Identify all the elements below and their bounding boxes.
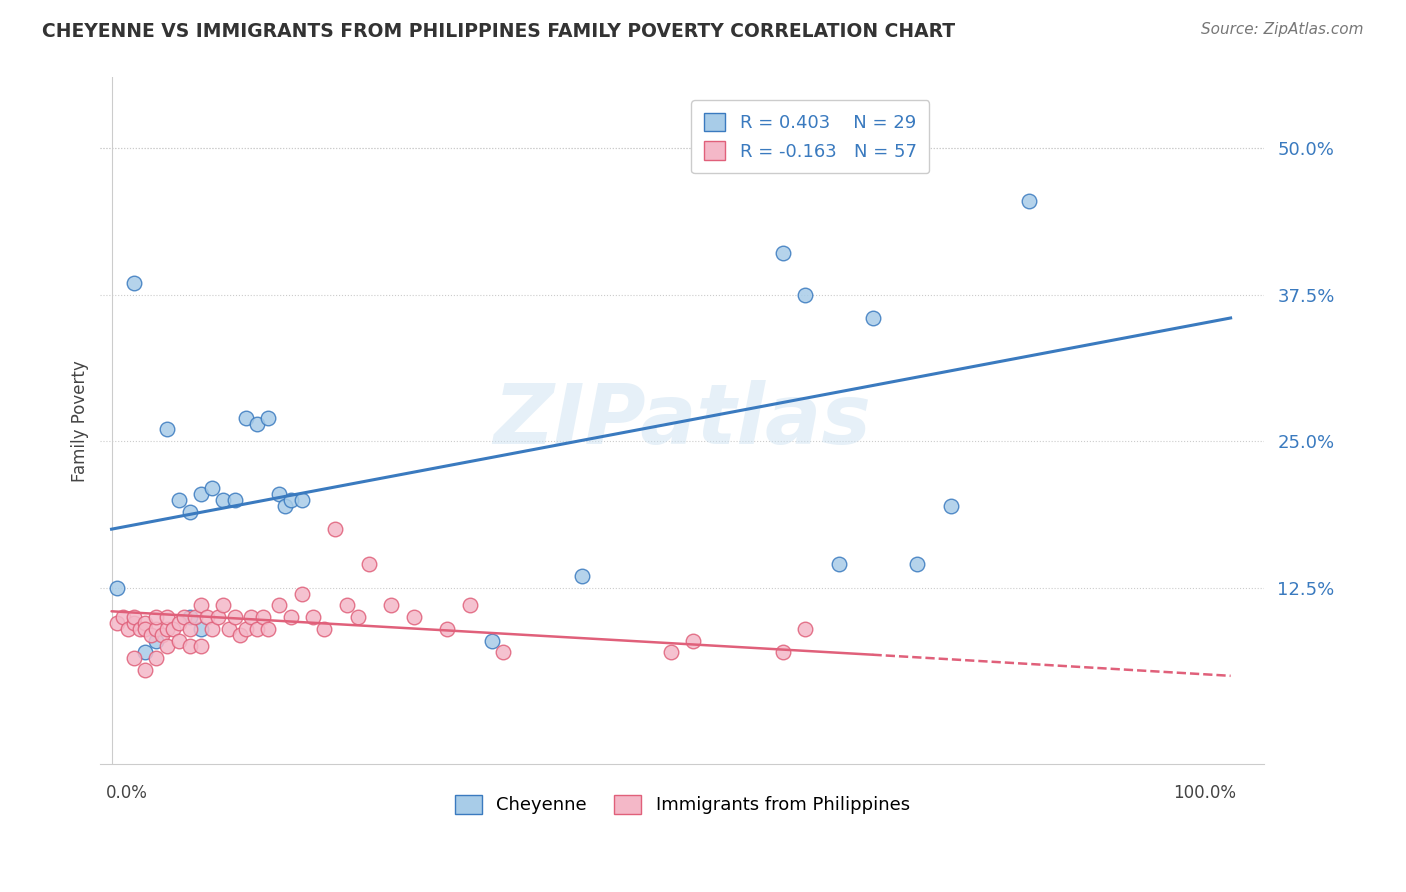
Point	[862, 310, 884, 325]
Point	[291, 492, 314, 507]
Point	[772, 645, 794, 659]
Point	[195, 610, 218, 624]
Point	[201, 622, 224, 636]
Point	[105, 615, 128, 630]
Text: Source: ZipAtlas.com: Source: ZipAtlas.com	[1201, 22, 1364, 37]
Point	[939, 499, 962, 513]
Point	[314, 622, 336, 636]
Point	[122, 615, 145, 630]
Point	[184, 610, 207, 624]
Point	[302, 610, 325, 624]
Point	[162, 622, 184, 636]
Point	[246, 417, 269, 431]
Point	[179, 505, 201, 519]
Point	[134, 663, 156, 677]
Legend: Cheyenne, Immigrants from Philippines: Cheyenne, Immigrants from Philippines	[446, 786, 918, 823]
Point	[291, 587, 314, 601]
Point	[218, 622, 240, 636]
Point	[346, 610, 368, 624]
Point	[190, 622, 212, 636]
Point	[128, 622, 150, 636]
Point	[179, 640, 201, 654]
Point	[156, 640, 179, 654]
Point	[156, 610, 179, 624]
Point	[492, 645, 515, 659]
Point	[257, 622, 280, 636]
Point	[235, 622, 257, 636]
Point	[145, 651, 167, 665]
Text: CHEYENNE VS IMMIGRANTS FROM PHILIPPINES FAMILY POVERTY CORRELATION CHART: CHEYENNE VS IMMIGRANTS FROM PHILIPPINES …	[42, 22, 955, 41]
Point	[173, 610, 195, 624]
Point	[167, 492, 190, 507]
Point	[134, 615, 156, 630]
Point	[145, 610, 167, 624]
Point	[167, 615, 190, 630]
Point	[229, 628, 252, 642]
Point	[269, 599, 291, 613]
Point	[357, 558, 380, 572]
Point	[190, 599, 212, 613]
Point	[117, 622, 139, 636]
Point	[145, 622, 167, 636]
Point	[905, 558, 928, 572]
Point	[481, 633, 503, 648]
Point	[772, 246, 794, 260]
Point	[179, 622, 201, 636]
Point	[167, 633, 190, 648]
Point	[1018, 194, 1040, 208]
Point	[274, 499, 297, 513]
Point	[246, 622, 269, 636]
Point	[240, 610, 263, 624]
Point	[190, 640, 212, 654]
Point	[280, 610, 302, 624]
Point	[212, 492, 235, 507]
Point	[134, 622, 156, 636]
Point	[156, 622, 179, 636]
Point	[134, 645, 156, 659]
Point	[436, 622, 458, 636]
Text: 100.0%: 100.0%	[1173, 784, 1236, 802]
Point	[212, 599, 235, 613]
Point	[280, 492, 302, 507]
Point	[269, 487, 291, 501]
Y-axis label: Family Poverty: Family Poverty	[72, 359, 89, 482]
Point	[139, 628, 162, 642]
Point	[145, 633, 167, 648]
Point	[794, 622, 817, 636]
Text: 0.0%: 0.0%	[105, 784, 148, 802]
Point	[335, 599, 357, 613]
Point	[111, 610, 134, 624]
Point	[150, 628, 173, 642]
Point	[190, 487, 212, 501]
Point	[122, 276, 145, 290]
Point	[122, 610, 145, 624]
Point	[380, 599, 402, 613]
Point	[207, 610, 229, 624]
Point	[257, 410, 280, 425]
Point	[828, 558, 851, 572]
Point	[224, 492, 246, 507]
Point	[458, 599, 481, 613]
Point	[659, 645, 682, 659]
Point	[402, 610, 425, 624]
Point	[794, 287, 817, 301]
Point	[179, 610, 201, 624]
Point	[235, 410, 257, 425]
Text: ZIPatlas: ZIPatlas	[494, 380, 872, 461]
Point	[105, 581, 128, 595]
Point	[224, 610, 246, 624]
Point	[122, 651, 145, 665]
Point	[156, 422, 179, 436]
Point	[325, 522, 347, 536]
Point	[571, 569, 593, 583]
Point	[252, 610, 274, 624]
Point	[201, 481, 224, 495]
Point	[682, 633, 704, 648]
